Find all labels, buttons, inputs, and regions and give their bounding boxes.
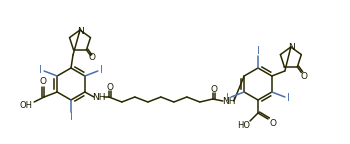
Text: N: N xyxy=(77,26,83,36)
Text: O: O xyxy=(210,86,217,94)
Text: NH: NH xyxy=(92,93,106,103)
Text: O: O xyxy=(89,53,96,62)
Text: HO: HO xyxy=(238,122,251,130)
Text: I: I xyxy=(287,93,290,103)
Text: O: O xyxy=(301,72,308,81)
Text: O: O xyxy=(106,84,113,92)
Text: I: I xyxy=(257,46,259,56)
Text: I: I xyxy=(70,112,72,122)
Text: I: I xyxy=(226,93,229,103)
Text: NH: NH xyxy=(222,97,236,107)
Text: N: N xyxy=(288,43,295,53)
Text: I: I xyxy=(39,65,42,75)
Text: OH: OH xyxy=(20,102,33,110)
Text: I: I xyxy=(100,65,103,75)
Text: O: O xyxy=(40,77,47,87)
Text: O: O xyxy=(270,120,276,128)
